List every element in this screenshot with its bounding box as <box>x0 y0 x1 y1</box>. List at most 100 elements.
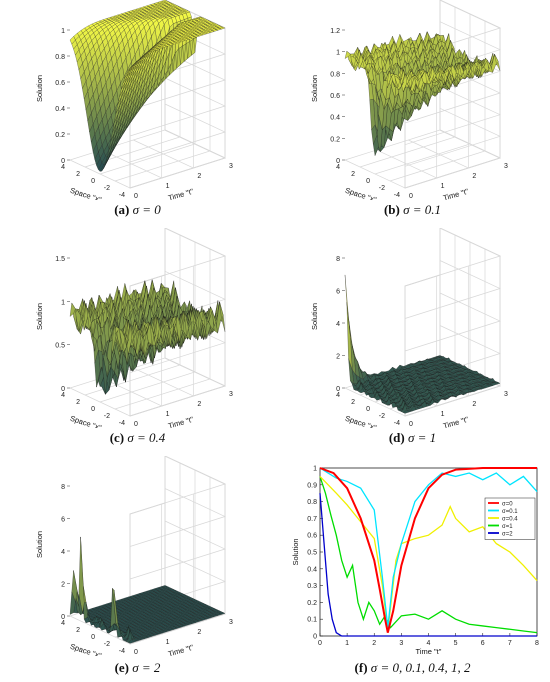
y-tick-label: 0.6 <box>307 533 317 540</box>
z-tick-label: 0.5 <box>55 343 65 350</box>
x-tick-label: -2 <box>379 413 385 420</box>
x-tick-label: -2 <box>104 185 110 192</box>
z-tick-label: 0.4 <box>55 106 65 113</box>
legend-label: σ=1 <box>502 524 513 530</box>
x-tick-label: -4 <box>394 420 400 427</box>
x-axis-label: Time "t" <box>416 647 442 656</box>
t-tick-label: 0 <box>134 193 138 200</box>
x-tick-label: 5 <box>454 640 458 647</box>
z-tick-label: 2 <box>61 582 65 589</box>
panel-c: 0 0.5 1 1.5 4 2 0 -2 -4 0 1 2 3 Solution Space "x" Time… <box>0 228 275 428</box>
z-tick-label: 4 <box>336 321 340 328</box>
t-tick-label: 1 <box>441 411 445 418</box>
x-tick-label: 0 <box>366 406 370 413</box>
x-tick-label: 4 <box>61 164 65 171</box>
x-tick-label: 4 <box>336 164 340 171</box>
y-tick-label: 0.5 <box>307 550 317 557</box>
surface-facet <box>69 36 76 45</box>
x-tick-label: 0 <box>91 406 95 413</box>
z-tick-label: 0.4 <box>330 115 340 122</box>
t-gridline <box>344 286 406 417</box>
y-tick-label: 0 <box>313 634 317 641</box>
x-tick-label: 4 <box>336 392 340 399</box>
t-axis-label: Time "t" <box>167 187 195 200</box>
x-axis-label: Space "x" <box>344 186 378 200</box>
surface-facet <box>69 591 76 615</box>
x-tick-label: 2 <box>76 171 80 178</box>
z-tick-label: 0 <box>336 158 340 165</box>
series-line-4 <box>319 493 537 637</box>
y-tick-label: 0.9 <box>307 482 317 489</box>
surface-facet <box>69 302 76 317</box>
legend-box <box>484 497 536 540</box>
z-tick-label: 0 <box>336 386 340 393</box>
t-axis-label: Time "t" <box>167 415 195 428</box>
z-tick-label: 0 <box>61 386 65 393</box>
z-tick-label: 1 <box>336 50 340 57</box>
surface-mesh <box>69 0 226 172</box>
caption-a: (a) σ = 0 <box>114 202 161 217</box>
plot-area <box>319 467 538 637</box>
z-tick-label: 6 <box>61 517 65 524</box>
x-tick-label: 8 <box>535 640 539 647</box>
legend-label: σ=2 <box>502 532 513 538</box>
surface-facet <box>346 301 353 370</box>
y-axis-label: Solution <box>291 538 300 565</box>
panel-e: 0 2 4 6 8 4 2 0 -2 -4 0 1 2 3 Solution Space "x" Time "t… <box>0 456 275 656</box>
x-tick-label: 2 <box>351 399 355 406</box>
z-axis-label: Solution <box>35 303 44 330</box>
t-gridline <box>408 38 469 169</box>
z-axis-label: Solution <box>310 303 319 330</box>
x-axis-label: Space "x" <box>344 414 378 428</box>
t-gridline <box>101 48 163 179</box>
t-tick-label: 3 <box>504 391 508 398</box>
z-tick-label: 0.6 <box>55 80 65 87</box>
t-tick-label: 1 <box>166 411 170 418</box>
z-tick-label: 0 <box>61 614 65 621</box>
x-axis-label: Space "x" <box>69 642 103 656</box>
x-tick-label: 0 <box>366 178 370 185</box>
z-tick-label: 0.8 <box>55 54 65 61</box>
x-tick-label: 2 <box>351 171 355 178</box>
x-tick-label: -2 <box>104 641 110 648</box>
t-axis-label: Time "t" <box>167 643 195 656</box>
t-tick-label: 3 <box>504 163 508 170</box>
x-tick-label: 4 <box>427 640 431 647</box>
z-axis-label: Solution <box>35 75 44 102</box>
t-tick-label: 2 <box>197 629 201 636</box>
y-tick-label: 0.7 <box>307 516 317 523</box>
surface-facet <box>344 274 351 337</box>
z-tick-label: 1.5 <box>55 256 65 263</box>
t-axis-label: Time "t" <box>442 415 470 428</box>
t-axis-label: Time "t" <box>442 187 470 200</box>
t-tick-label: 2 <box>197 401 201 408</box>
t-gridline <box>164 256 226 387</box>
t-tick-label: 3 <box>229 619 233 626</box>
panel-a: 0 0.2 0.4 0.6 0.8 1 4 2 0 -2 -4 0 1 2 3 Solution Space "… <box>0 0 275 200</box>
surface-facet <box>344 50 351 59</box>
x-tick-label: -2 <box>379 185 385 192</box>
t-tick-label: 0 <box>409 193 413 200</box>
caption-f: (f) σ = 0, 0.1, 0.4, 1, 2 <box>354 660 471 675</box>
t-tick-label: 0 <box>134 421 138 428</box>
z-tick-label: 0 <box>61 158 65 165</box>
z-tick-label: 1.2 <box>330 28 340 35</box>
x-tick-label: -4 <box>119 648 125 655</box>
legend-label: σ=0.4 <box>502 517 518 523</box>
t-gridline <box>69 514 131 645</box>
x-tick-label: 0 <box>318 640 322 647</box>
z-tick-label: 2 <box>336 354 340 361</box>
x-tick-label: -2 <box>104 413 110 420</box>
t-tick-label: 1 <box>166 183 170 190</box>
y-tick-label: 0.1 <box>307 617 317 624</box>
caption-d: (d) σ = 1 <box>388 430 437 445</box>
x-tick-label: 4 <box>61 620 65 627</box>
x-tick-label: -4 <box>394 192 400 199</box>
z-tick-label: 1 <box>61 299 65 306</box>
t-tick-label: 0 <box>409 421 413 428</box>
x-tick-label: 0 <box>91 634 95 641</box>
legend-label: σ=0.1 <box>502 509 518 515</box>
line-chart-f: 0 1 2 3 4 5 6 7 800.10.20.30.40.50.60.70.80.91Ti… <box>291 466 539 657</box>
